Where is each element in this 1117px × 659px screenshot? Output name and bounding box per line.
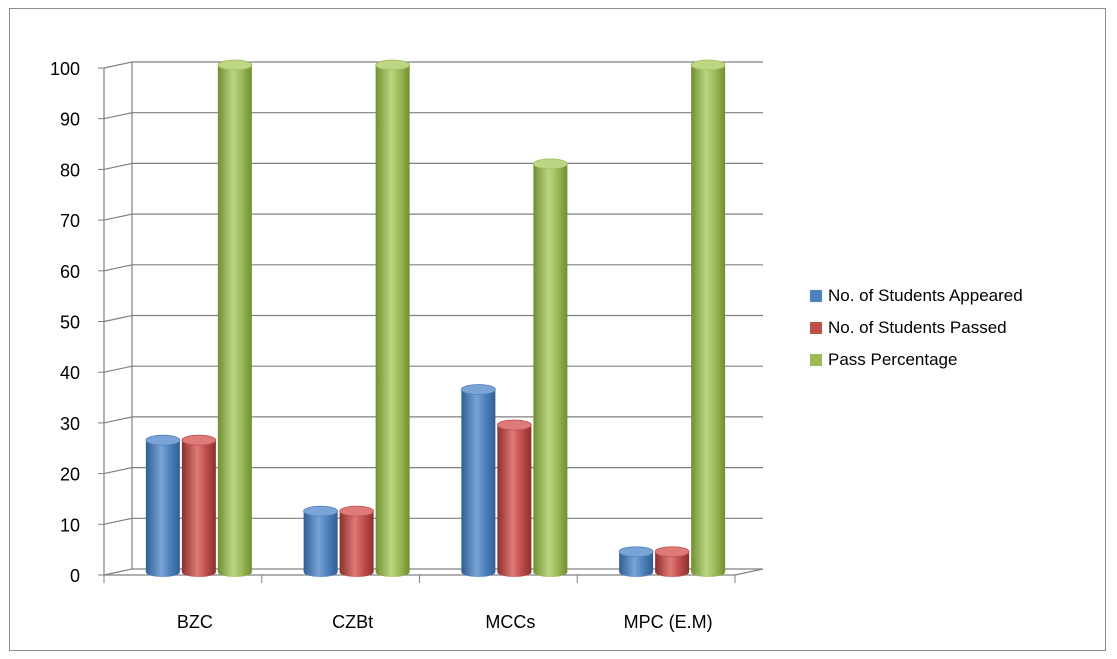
bar-body [181,440,216,577]
bar-body [375,65,410,577]
bar-top [532,158,568,170]
y-tick-label: 30 [60,414,80,434]
bar-body [655,551,690,577]
tick-labels: 0 10 20 30 40 50 60 70 80 90 100 BZC CZBt MCCs MPC (E.… [50,59,713,632]
bar-pass-percentage-3 [532,158,568,578]
bar-top [145,434,181,446]
bar-body [339,511,374,577]
y-tick-label: 100 [50,59,80,79]
legend-item-passed: No. of Students Passed [810,312,1023,344]
y-tick-label: 70 [60,211,80,231]
gridline-depth-90 [103,112,133,120]
bar-body [497,424,532,577]
bar-passed-3 [496,419,532,577]
bar-top [654,546,690,558]
bar-appeared-3 [460,384,496,577]
gridline-depth-70 [103,213,133,221]
legend-swatch-pass-percentage [810,354,822,366]
gridline-depth-60 [103,264,133,272]
bar-appeared-1 [145,434,181,577]
bar-top [217,59,253,71]
legend-label-passed: No. of Students Passed [828,318,1007,337]
bar-top [618,546,654,558]
legend-swatch-appeared [810,290,822,302]
gridline-depth-30 [103,416,133,424]
x-tick-label: CZBt [332,612,373,632]
bar-appeared-4 [618,546,654,577]
bar-body [533,163,568,578]
x-tick-label: MCCs [485,612,535,632]
bar-body [619,551,654,577]
gridline-depth-40 [103,365,133,373]
y-tick-label: 40 [60,363,80,383]
gridline-depth-100 [103,61,133,69]
legend-item-pass-percentage: Pass Percentage [810,344,1023,376]
bar-top [339,505,375,517]
y-tick-label: 0 [70,566,80,586]
gridline-depth-0 [103,568,133,576]
gridline-depth-80 [103,162,133,170]
gridline-depth-50 [103,314,133,323]
legend-label-pass-percentage: Pass Percentage [828,350,958,369]
bar-body [691,65,726,577]
bar-passed-4 [654,546,690,577]
bar-top [181,434,217,446]
x-tick-label: MPC (E.M) [624,612,713,632]
bar-top [303,505,339,517]
legend: No. of Students Appeared No. of Students… [810,280,1023,376]
bar-appeared-2 [303,505,339,577]
y-tick-label: 60 [60,262,80,282]
bars [145,59,726,578]
y-tick-label: 50 [60,313,80,333]
bar-body [145,440,180,577]
bar-top [496,419,532,431]
bar-pass-percentage-2 [375,59,411,577]
gridline-depth-20 [103,467,133,475]
floor-right-edge [734,568,764,576]
bar-body [303,511,338,577]
x-tick-label: BZC [177,612,213,632]
legend-label-appeared: No. of Students Appeared [828,286,1023,305]
y-tick-label: 20 [60,465,80,485]
gridline-depth-10 [103,517,133,525]
y-tick-label: 80 [60,160,80,180]
bar-body [217,65,252,577]
bar-top [460,384,496,395]
bar-passed-1 [181,434,217,577]
legend-item-appeared: No. of Students Appeared [810,280,1023,312]
y-tick-label: 90 [60,110,80,130]
bar-top [375,59,411,71]
bar-pass-percentage-4 [690,59,726,577]
legend-swatch-passed [810,322,822,334]
bar-pass-percentage-1 [217,59,253,577]
bar-body [461,389,496,577]
y-tick-label: 10 [60,515,80,535]
bar-top [690,59,726,71]
bar-passed-2 [339,505,375,577]
